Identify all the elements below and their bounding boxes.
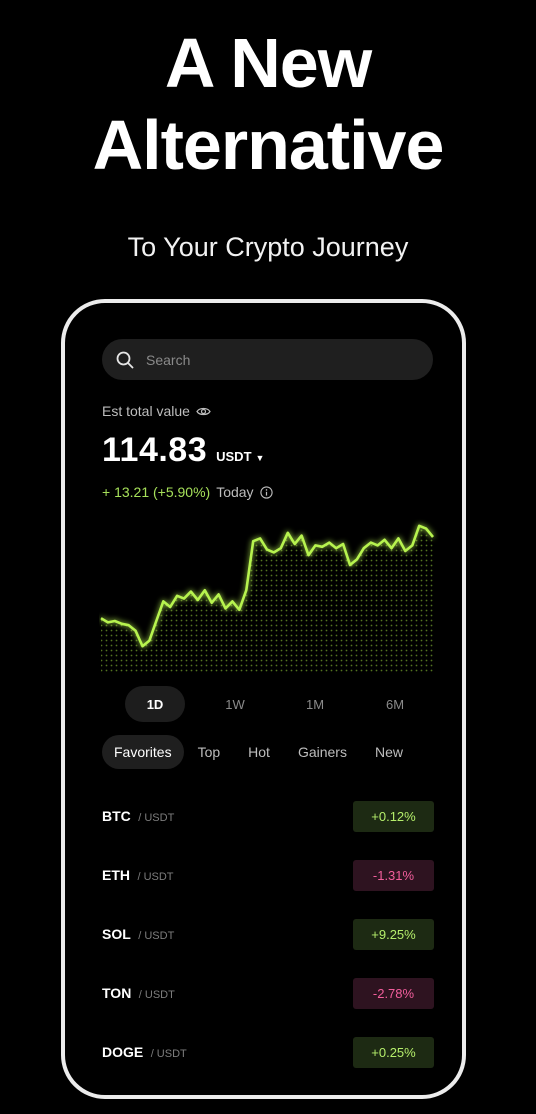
pair-name: ETH / USDT: [102, 867, 174, 885]
change-badge[interactable]: -2.78%: [353, 978, 434, 1009]
chart-area-fill: [101, 525, 433, 673]
pair-name: BTC / USDT: [102, 808, 174, 826]
range-1m[interactable]: 1M: [305, 696, 325, 712]
daily-change: + 13.21 (+5.90%) Today: [102, 484, 273, 500]
market-tabs: Favorites Top Hot Gainers New: [102, 735, 415, 769]
hero-line-1: A New: [164, 24, 372, 102]
change-badge[interactable]: +9.25%: [353, 919, 434, 950]
pair-name: SOL / USDT: [102, 926, 174, 944]
pair-row-sol[interactable]: SOL / USDT +9.25%: [102, 905, 434, 964]
pair-symbol: SOL: [102, 925, 131, 942]
pair-name: DOGE / USDT: [102, 1044, 187, 1062]
pair-symbol: DOGE: [102, 1043, 144, 1060]
tab-new[interactable]: New: [374, 744, 403, 760]
range-1w[interactable]: 1W: [225, 696, 245, 712]
hero-subtitle: To Your Crypto Journey: [127, 232, 409, 262]
phone-frame: Est total value 114.83 USDT ▼ + 13.21 (+…: [61, 299, 466, 1099]
pairs-list: BTC / USDT +0.12% ETH / USDT -1.31% SOL …: [102, 787, 434, 1082]
range-6m[interactable]: 6M: [385, 696, 405, 712]
change-badge[interactable]: +0.25%: [353, 1037, 434, 1068]
total-value: 114.83 USDT ▼: [102, 431, 264, 470]
daily-change-period: Today: [216, 484, 254, 500]
tab-hot[interactable]: Hot: [248, 744, 270, 760]
pair-row-ton[interactable]: TON / USDT -2.78%: [102, 964, 434, 1023]
portfolio-chart: [100, 524, 435, 673]
pair-quote: / USDT: [138, 929, 175, 942]
total-value-amount: 114.83: [102, 431, 208, 469]
pair-quote: / USDT: [138, 811, 175, 824]
range-1d[interactable]: 1D: [125, 686, 185, 722]
hero-headline: A New Alternative: [0, 22, 536, 186]
pair-symbol: BTC: [102, 807, 131, 824]
change-badge[interactable]: +0.12%: [353, 801, 434, 832]
change-badge[interactable]: -1.31%: [353, 860, 434, 891]
hero-line-2: Alternative: [92, 106, 445, 184]
pair-row-eth[interactable]: ETH / USDT -1.31%: [102, 846, 434, 905]
info-icon[interactable]: [259, 485, 273, 499]
search-input[interactable]: [144, 350, 408, 369]
pair-row-doge[interactable]: DOGE / USDT +0.25%: [102, 1023, 434, 1082]
caret-down-icon[interactable]: ▼: [255, 453, 265, 463]
search-bar[interactable]: [102, 339, 433, 380]
search-icon: [116, 351, 134, 368]
pair-symbol: TON: [102, 984, 132, 1001]
tab-favorites[interactable]: Favorites: [102, 735, 184, 769]
pair-symbol: ETH: [102, 866, 130, 883]
pair-quote: / USDT: [137, 870, 174, 883]
pair-row-btc[interactable]: BTC / USDT +0.12%: [102, 787, 434, 846]
est-total-label: Est total value: [102, 403, 190, 419]
est-total-label-row: Est total value: [102, 403, 211, 419]
tab-gainers[interactable]: Gainers: [297, 744, 347, 760]
pair-quote: / USDT: [138, 988, 175, 1001]
pair-quote: / USDT: [150, 1047, 187, 1060]
currency-selector[interactable]: USDT: [216, 449, 252, 464]
time-range-selector: 1D 1W 1M 6M: [125, 686, 425, 722]
daily-change-amount: + 13.21 (+5.90%): [102, 484, 211, 500]
tab-top[interactable]: Top: [197, 744, 221, 760]
pair-name: TON / USDT: [102, 985, 175, 1003]
eye-icon[interactable]: [196, 406, 211, 417]
